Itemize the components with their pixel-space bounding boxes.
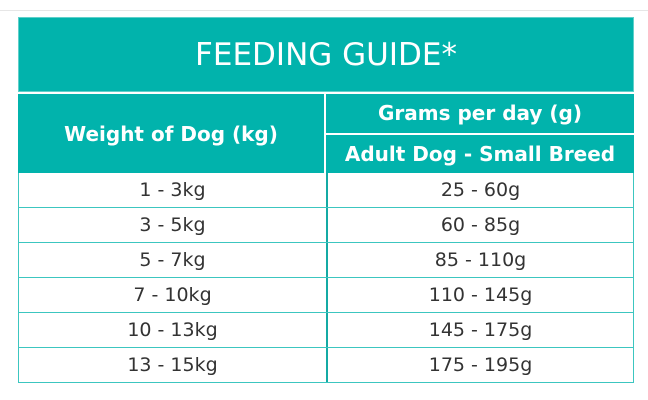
weight-cell: 5 - 7kg xyxy=(19,243,328,277)
table-title: FEEDING GUIDE* xyxy=(18,17,634,92)
table-row: 7 - 10kg 110 - 145g xyxy=(18,278,634,313)
weight-cell: 1 - 3kg xyxy=(19,173,328,207)
weight-cell: 3 - 5kg xyxy=(19,208,328,242)
table-row: 5 - 7kg 85 - 110g xyxy=(18,243,634,278)
weight-cell: 10 - 13kg xyxy=(19,313,328,347)
header-subheading: Adult Dog - Small Breed xyxy=(326,132,634,173)
grams-cell: 175 - 195g xyxy=(428,354,533,376)
table-row: 13 - 15kg 175 - 195g xyxy=(18,348,634,383)
divider xyxy=(0,10,648,11)
grams-cell: 145 - 175g xyxy=(428,319,533,341)
grams-cell: 25 - 60g xyxy=(440,179,521,201)
feeding-guide-table: FEEDING GUIDE* Weight of Dog (kg) Grams … xyxy=(18,17,634,383)
grams-cell: 60 - 85g xyxy=(440,214,521,236)
table-row: 1 - 3kg 25 - 60g xyxy=(18,173,634,208)
weight-cell: 7 - 10kg xyxy=(19,278,328,312)
header-weight: Weight of Dog (kg) xyxy=(18,94,326,173)
weight-cell: 13 - 15kg xyxy=(19,348,328,382)
header-grams: Grams per day (g) xyxy=(326,94,634,133)
grams-cell: 85 - 110g xyxy=(434,249,527,271)
header-row: Weight of Dog (kg) Grams per day (g) Adu… xyxy=(18,94,634,173)
table-row: 3 - 5kg 60 - 85g xyxy=(18,208,634,243)
table-row: 10 - 13kg 145 - 175g xyxy=(18,313,634,348)
grams-cell: 110 - 145g xyxy=(428,284,533,306)
